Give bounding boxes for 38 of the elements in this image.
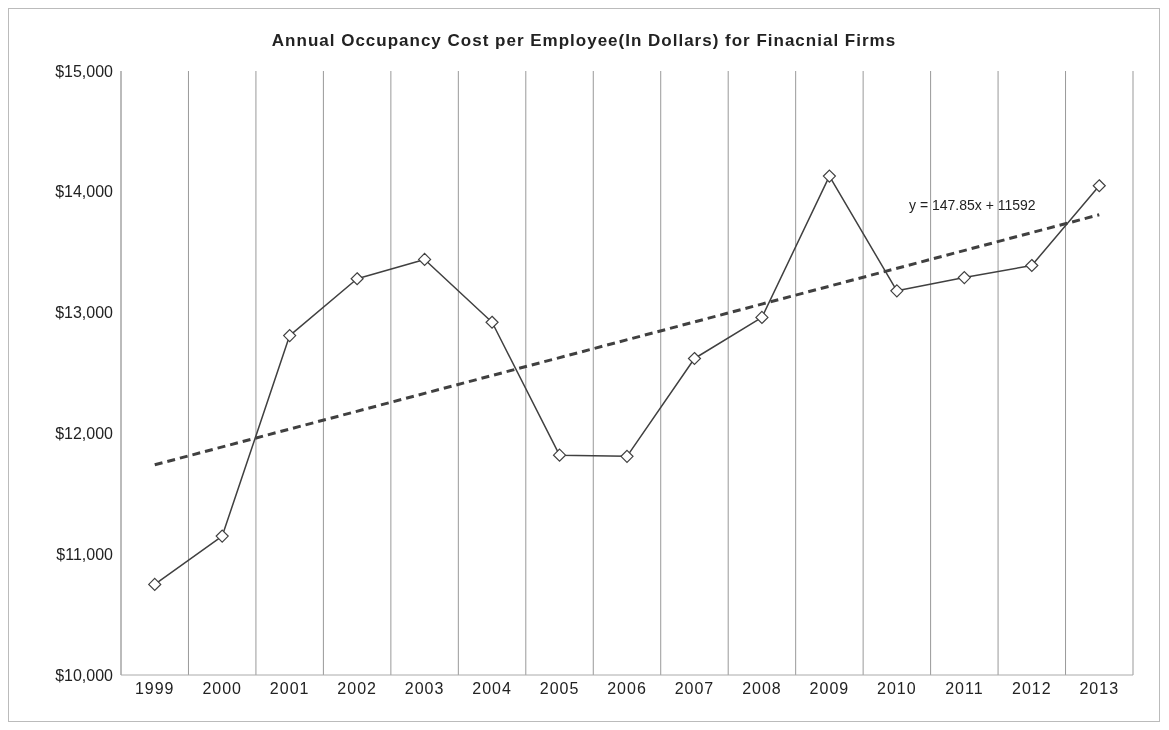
point <box>350 272 364 286</box>
point <box>1092 179 1106 193</box>
annotation: y = 147.85x + 11592 <box>909 197 1036 213</box>
point <box>418 252 432 267</box>
y-tick-label: $10,000 <box>55 666 114 684</box>
y-tick-label: $15,000 <box>55 62 114 80</box>
x-tick-label: 2007 <box>674 680 715 698</box>
x-tick-label: 2001 <box>269 680 310 698</box>
x-tick-label: 2004 <box>472 680 512 698</box>
x-tick-label: 2006 <box>607 680 647 698</box>
x-tick-label: 2008 <box>742 680 782 698</box>
y-tick-label: $12,000 <box>55 425 114 443</box>
x-tick-label: 2003 <box>404 680 445 698</box>
x-tick-label: 2009 <box>809 680 850 698</box>
y-tick-label: $11,000 <box>56 545 114 563</box>
point <box>620 449 634 463</box>
point <box>215 529 229 543</box>
y-tick-label: $13,000 <box>55 304 114 322</box>
point <box>148 577 162 591</box>
x-tick-label: 2013 <box>1079 680 1120 698</box>
point <box>822 169 836 183</box>
x-tick-label: 2005 <box>539 680 580 698</box>
point <box>1025 258 1039 273</box>
point <box>890 284 904 298</box>
x-tick-label: 2000 <box>202 680 242 698</box>
y-tick-label: $14,000 <box>55 183 114 201</box>
x-tick-label: 1999 <box>134 680 175 698</box>
point <box>283 328 297 343</box>
point <box>957 270 971 285</box>
point <box>552 448 567 462</box>
x-tick-label: 2012 <box>1012 680 1052 698</box>
point <box>687 351 702 366</box>
point <box>755 310 769 325</box>
x-tick-label: 2011 <box>945 680 984 698</box>
x-tick-label: 2010 <box>877 680 917 698</box>
point <box>485 315 499 329</box>
chart-title: Annual Occupancy Cost per Employee(In Dollars) for Finacnial Firms <box>270 30 898 52</box>
x-tick-label: 2002 <box>337 680 377 698</box>
